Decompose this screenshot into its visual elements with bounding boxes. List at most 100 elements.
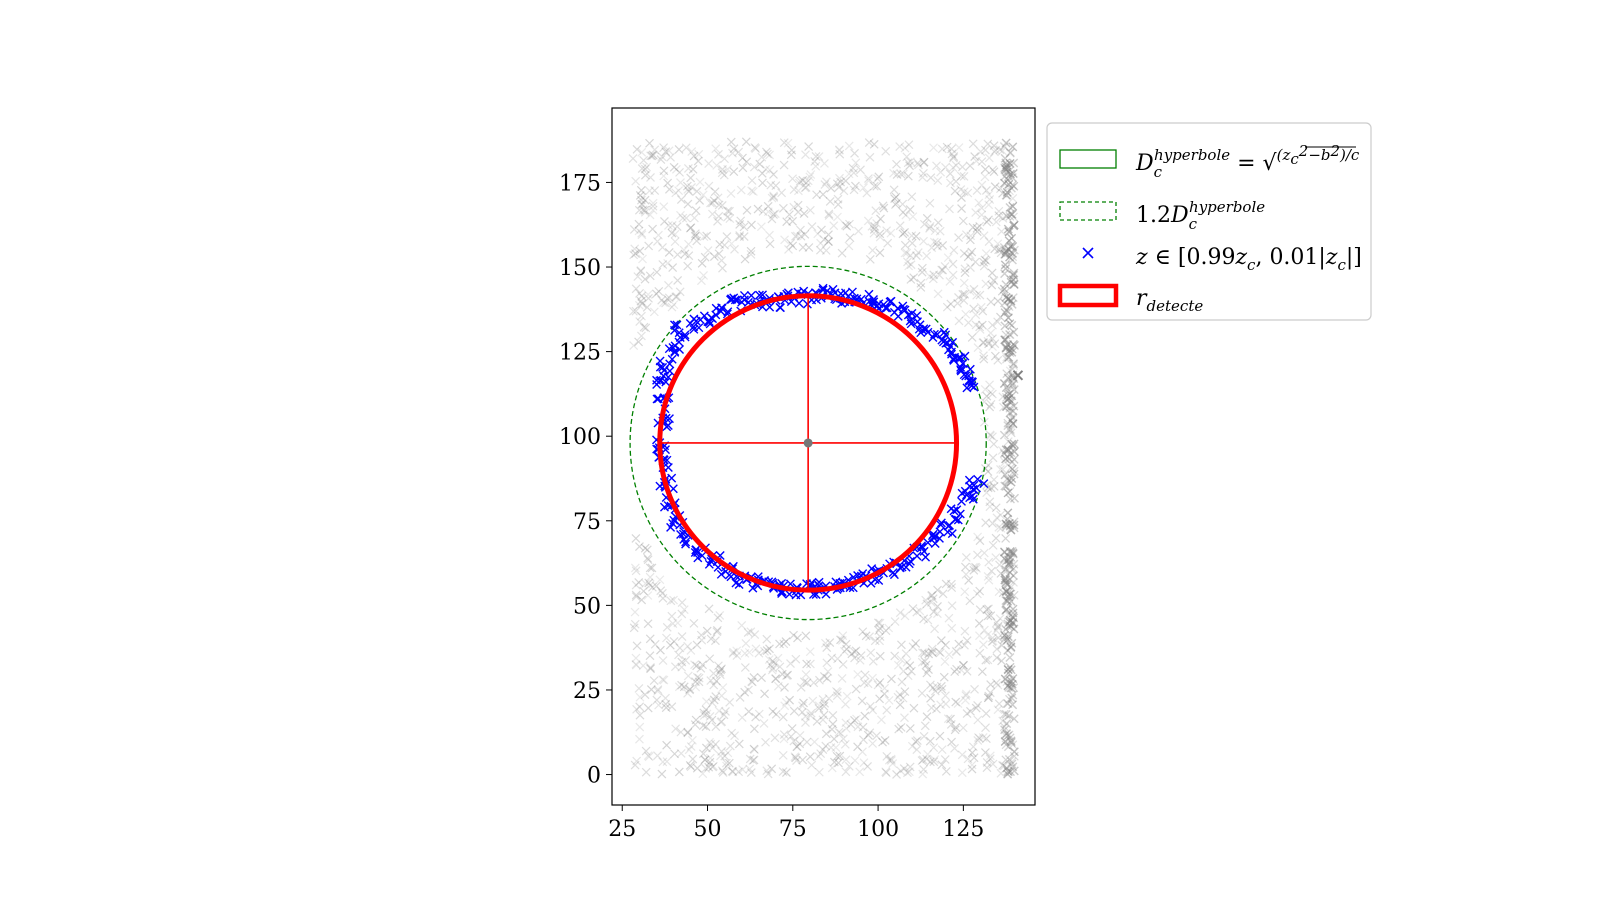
- background-point: [801, 631, 811, 641]
- background-point: [983, 611, 993, 621]
- background-point: [780, 701, 790, 711]
- background-point: [779, 734, 789, 744]
- selected-point: [670, 320, 679, 330]
- background-point: [640, 207, 650, 217]
- background-point: [633, 272, 643, 282]
- background-point: [727, 239, 737, 249]
- background-point: [802, 659, 812, 669]
- background-point: [1002, 474, 1012, 484]
- selected-point: [950, 514, 960, 524]
- background-point: [974, 198, 984, 208]
- background-point: [705, 654, 715, 664]
- background-point: [1000, 335, 1010, 345]
- background-point: [769, 169, 778, 179]
- background-point: [751, 144, 761, 153]
- background-point: [678, 213, 688, 223]
- background-point: [707, 198, 717, 208]
- background-point: [943, 714, 953, 724]
- background-point: [987, 389, 997, 399]
- background-point: [1005, 616, 1015, 626]
- background-point: [971, 208, 981, 218]
- background-point: [781, 637, 791, 646]
- background-point: [1005, 450, 1015, 460]
- background-point: [962, 636, 972, 646]
- background-point: [875, 678, 885, 687]
- background-point: [926, 693, 935, 703]
- background-point: [741, 639, 751, 648]
- background-point: [978, 338, 988, 348]
- background-point: [738, 765, 748, 774]
- background-point: [786, 659, 795, 668]
- background-point: [659, 202, 669, 212]
- background-point: [941, 640, 950, 650]
- background-point: [824, 693, 834, 703]
- background-point: [1003, 244, 1013, 254]
- background-point: [903, 158, 913, 168]
- background-point: [951, 697, 961, 707]
- background-point: [915, 606, 925, 616]
- background-point: [629, 225, 639, 234]
- background-point: [649, 676, 659, 686]
- background-point: [826, 743, 836, 753]
- background-point: [965, 235, 975, 245]
- background-point: [1004, 754, 1014, 764]
- background-point: [669, 162, 679, 172]
- background-point: [643, 619, 653, 629]
- background-point: [1009, 766, 1019, 776]
- background-point: [810, 737, 819, 747]
- background-point: [913, 158, 923, 168]
- background-point: [714, 661, 723, 671]
- background-point: [826, 183, 836, 193]
- background-point: [1000, 674, 1010, 684]
- background-point: [792, 756, 801, 765]
- background-point: [744, 707, 754, 716]
- background-point: [822, 673, 832, 683]
- background-point: [656, 155, 666, 164]
- background-point: [723, 212, 732, 222]
- background-point: [712, 627, 722, 637]
- background-point: [665, 640, 675, 650]
- background-point: [779, 138, 789, 148]
- background-point: [1009, 212, 1018, 222]
- background-point: [694, 673, 704, 683]
- background-point: [1003, 386, 1013, 396]
- background-point: [973, 589, 982, 599]
- background-point: [670, 237, 680, 247]
- background-point: [704, 181, 714, 191]
- background-point: [984, 153, 994, 163]
- background-point: [1000, 737, 1010, 747]
- background-point: [920, 656, 930, 666]
- background-point: [947, 601, 957, 611]
- background-point: [637, 299, 647, 309]
- background-point: [974, 619, 984, 628]
- background-point: [698, 721, 708, 731]
- background-point: [680, 249, 690, 259]
- background-point: [878, 737, 887, 747]
- background-point: [889, 185, 899, 195]
- background-point: [917, 756, 927, 766]
- background-point: [1005, 366, 1015, 376]
- background-point: [628, 154, 638, 163]
- background-point: [984, 190, 994, 200]
- background-point: [721, 707, 730, 716]
- background-point: [858, 747, 867, 757]
- background-point: [805, 647, 815, 657]
- background-point: [900, 240, 910, 250]
- background-point: [928, 648, 937, 658]
- background-point: [998, 465, 1008, 475]
- background-point: [675, 287, 685, 297]
- background-point: [984, 691, 994, 701]
- background-point: [991, 678, 1001, 688]
- background-point: [635, 542, 644, 551]
- background-point: [837, 248, 847, 258]
- background-point: [947, 149, 957, 159]
- selected-point: [717, 303, 727, 313]
- background-point: [889, 168, 898, 178]
- background-point: [735, 220, 745, 229]
- background-point: [1002, 402, 1012, 412]
- background-point: [965, 287, 975, 296]
- background-point: [1007, 380, 1017, 390]
- background-point: [875, 632, 885, 641]
- background-point: [966, 231, 976, 241]
